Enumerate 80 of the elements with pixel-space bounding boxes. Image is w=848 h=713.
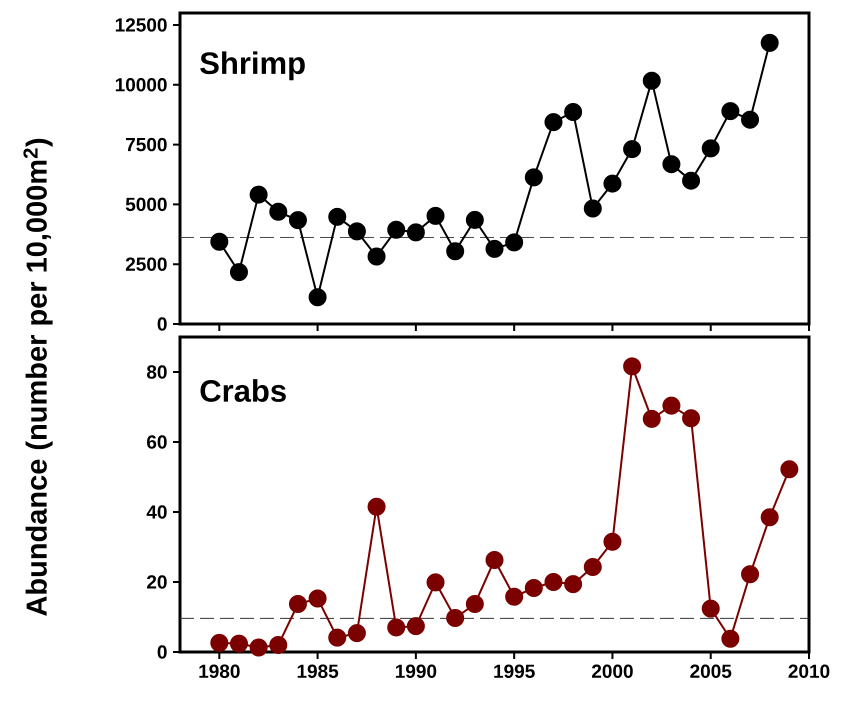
y-tick-label: 0 [158, 645, 167, 659]
point [368, 498, 386, 516]
text: Crabs [200, 379, 286, 402]
point [269, 636, 288, 654]
point [642, 72, 661, 90]
y-tick-label: 2500 [126, 257, 167, 271]
point [741, 565, 760, 584]
point [486, 550, 504, 569]
point [662, 396, 680, 415]
x-tick-label: 2000 [592, 664, 633, 678]
point [210, 634, 228, 652]
y-tick-label: 0 [158, 317, 167, 331]
point [544, 573, 562, 591]
y-tick-label: 40 [146, 505, 167, 519]
point [308, 288, 327, 306]
point [406, 223, 425, 242]
point [760, 34, 779, 52]
y-tick-label: 10000 [116, 78, 167, 92]
point [466, 210, 484, 229]
point [288, 211, 307, 230]
point [328, 628, 346, 647]
y-tick-label: 7500 [126, 138, 167, 152]
point [486, 240, 504, 258]
y-tick-label: 5000 [126, 198, 167, 212]
point [250, 638, 268, 656]
point [387, 220, 406, 239]
point [466, 595, 484, 614]
point [406, 617, 425, 636]
x-tick-label: 1990 [396, 664, 436, 678]
y-tick-label: 80 [146, 365, 167, 379]
point [721, 102, 740, 120]
point [623, 357, 642, 376]
point [308, 589, 327, 608]
x-tick-label: 2005 [690, 664, 732, 678]
point [230, 263, 248, 282]
text: Shrimp [200, 51, 305, 80]
point [368, 248, 386, 266]
point [603, 174, 622, 193]
point [780, 460, 798, 478]
point [584, 199, 602, 218]
point [564, 575, 582, 594]
y-tick-label: 20 [147, 575, 167, 589]
x-tick-label: 2010 [788, 664, 830, 678]
x-tick-label: 1985 [298, 664, 338, 678]
point [623, 140, 642, 158]
x-tick-label: 1980 [199, 664, 240, 678]
point [348, 222, 366, 240]
point [328, 208, 346, 226]
point [682, 409, 700, 428]
point [250, 186, 268, 204]
point [721, 630, 740, 648]
point [584, 558, 602, 576]
point [387, 618, 406, 636]
point [524, 578, 543, 597]
point [662, 155, 680, 174]
point [702, 600, 720, 618]
point [702, 139, 720, 158]
point [230, 634, 248, 653]
point [348, 624, 366, 642]
point [210, 232, 228, 251]
point [603, 532, 622, 551]
point [446, 242, 464, 260]
point [544, 113, 562, 132]
point [642, 410, 661, 428]
y-axis-title: Abundance (number per 10,000m$^{2}$) [23, 138, 53, 616]
y-tick-label: 12500 [116, 18, 167, 32]
point [741, 110, 760, 129]
y-tick-label: 60 [147, 435, 167, 449]
x-tick-label: 1995 [494, 664, 535, 678]
point [505, 233, 524, 252]
point [505, 588, 524, 606]
point [564, 103, 582, 122]
point [524, 168, 543, 186]
point [288, 595, 307, 614]
point [426, 573, 445, 592]
point [269, 202, 288, 221]
point [426, 206, 445, 225]
point [760, 508, 779, 526]
point [682, 172, 700, 190]
point [446, 609, 464, 628]
